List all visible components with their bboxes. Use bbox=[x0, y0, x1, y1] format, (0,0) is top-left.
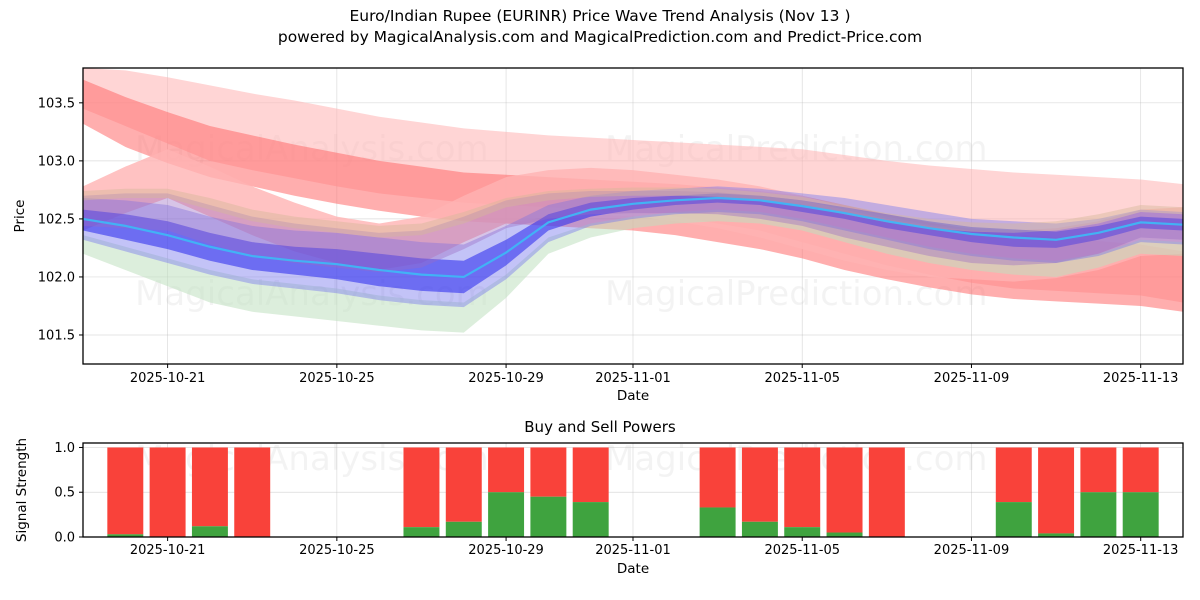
x-tick-label: 2025-10-21 bbox=[130, 543, 206, 558]
page-title: Euro/Indian Rupee (EURINR) Price Wave Tr… bbox=[0, 6, 1200, 48]
chart-subtitle: powered by MagicalAnalysis.com and Magic… bbox=[277, 28, 923, 46]
x-tick-label: 2025-11-09 bbox=[934, 543, 1010, 558]
x-tick-label: 2025-11-13 bbox=[1103, 371, 1179, 386]
bar-segment-sell bbox=[530, 447, 567, 497]
price-band-green-band bbox=[83, 209, 1183, 333]
y-tick-label: 101.5 bbox=[38, 328, 75, 343]
bar-segment-sell bbox=[1080, 447, 1117, 493]
price-chart-axes: MagicalAnalysis.comMagicalPrediction.com… bbox=[12, 67, 1184, 404]
price-band-blue-inner bbox=[83, 193, 1183, 294]
y-tick-label: 102.0 bbox=[38, 270, 75, 285]
bar-segment-buy bbox=[826, 532, 863, 537]
x-tick-label: 2025-10-29 bbox=[468, 543, 544, 558]
y-tick-label: 103.0 bbox=[38, 154, 75, 169]
bar-segment-sell bbox=[572, 447, 609, 503]
bar-segment-sell bbox=[741, 447, 778, 522]
bar-segment-sell bbox=[868, 447, 905, 537]
price-band-purple-band bbox=[83, 191, 1183, 273]
bar-segment-sell bbox=[826, 447, 863, 533]
y-tick-label: 1.0 bbox=[54, 441, 75, 456]
bar-segment-buy bbox=[445, 521, 482, 537]
x-tick-label: 2025-10-25 bbox=[299, 543, 375, 558]
x-tick-label: 2025-10-21 bbox=[130, 371, 206, 386]
bar-segment-buy bbox=[488, 492, 525, 537]
bar-segment-sell bbox=[488, 447, 525, 493]
bar-segment-sell bbox=[107, 447, 144, 535]
y-tick-label: 102.5 bbox=[38, 212, 75, 227]
bar-segment-buy bbox=[1038, 533, 1075, 537]
bar-segment-buy bbox=[699, 507, 736, 537]
x-tick-label: 2025-11-05 bbox=[764, 543, 840, 558]
y-tick-label: 0.0 bbox=[54, 531, 75, 546]
chart-title: Euro/Indian Rupee (EURINR) Price Wave Tr… bbox=[349, 7, 851, 25]
bar-segment-sell bbox=[234, 447, 271, 537]
bar-segment-sell bbox=[445, 447, 482, 522]
bar-segment-sell bbox=[403, 447, 440, 528]
bar-segment-sell bbox=[149, 447, 186, 537]
bar-segment-sell bbox=[191, 447, 228, 527]
signal-chart-axes: MagicalAnalysis.comMagicalPrediction.com… bbox=[14, 438, 1184, 577]
bar-segment-sell bbox=[1122, 447, 1159, 493]
y-axis-label: Price bbox=[12, 200, 28, 233]
x-tick-label: 2025-10-25 bbox=[299, 371, 375, 386]
bar-segment-buy bbox=[1080, 492, 1117, 537]
y-tick-label: 0.5 bbox=[54, 486, 75, 501]
bar-segment-buy bbox=[572, 502, 609, 537]
x-tick-label: 2025-10-29 bbox=[468, 371, 544, 386]
bar-segment-sell bbox=[699, 447, 736, 508]
bar-segment-buy bbox=[1122, 492, 1159, 537]
bar-segment-buy bbox=[403, 527, 440, 537]
x-axis-label: Date bbox=[617, 561, 649, 577]
y-tick-label: 103.5 bbox=[38, 96, 75, 111]
bar-chart-title: Buy and Sell Powers bbox=[524, 418, 676, 436]
x-tick-label: 2025-11-05 bbox=[764, 371, 840, 386]
bar-segment-buy bbox=[995, 502, 1032, 537]
bar-segment-sell bbox=[784, 447, 821, 528]
x-tick-label: 2025-11-01 bbox=[595, 543, 671, 558]
bar-segment-buy bbox=[191, 526, 228, 537]
x-tick-label: 2025-11-09 bbox=[934, 371, 1010, 386]
y-axis-label: Signal Strength bbox=[14, 438, 30, 542]
bar-segment-sell bbox=[1038, 447, 1075, 534]
x-tick-label: 2025-11-01 bbox=[595, 371, 671, 386]
bar-segment-buy bbox=[530, 496, 567, 537]
price-center-line bbox=[82, 196, 1184, 279]
bar-segment-buy bbox=[784, 527, 821, 537]
bar-segment-sell bbox=[995, 447, 1032, 503]
x-tick-label: 2025-11-13 bbox=[1103, 543, 1179, 558]
x-axis-label: Date bbox=[617, 388, 649, 404]
bar-segment-buy bbox=[107, 534, 144, 537]
bar-segment-buy bbox=[741, 521, 778, 537]
